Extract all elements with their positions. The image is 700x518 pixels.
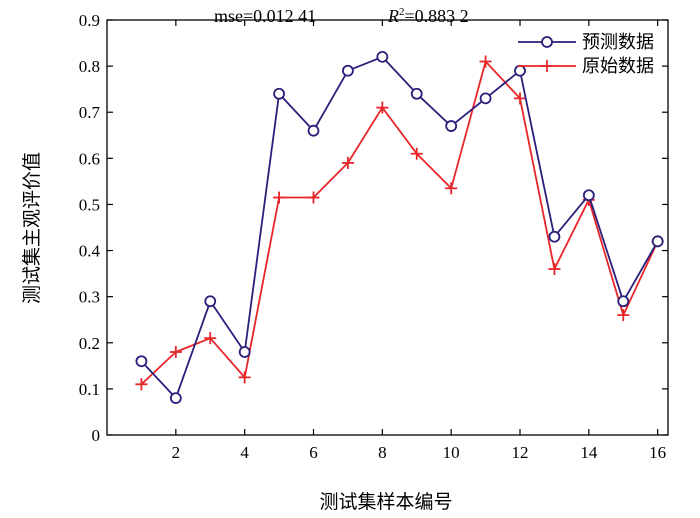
legend-label-predicted: 预测数据 [582, 32, 654, 53]
data-point [376, 101, 389, 114]
y-tick-label: 0.6 [79, 149, 100, 168]
x-tick-label: 2 [172, 443, 181, 462]
series-original [135, 55, 664, 391]
annotation: mse=0.012 41 R2=0.883 2 [214, 6, 469, 26]
x-tick-label: 4 [240, 443, 249, 462]
data-point [479, 55, 492, 68]
plot-frame [106, 19, 669, 436]
data-point [514, 64, 526, 77]
data-point [135, 355, 148, 368]
x-tick-label: 6 [309, 443, 318, 462]
y-tick-label: 0.7 [79, 103, 101, 122]
data-point [445, 182, 458, 195]
data-point [273, 87, 285, 100]
data-point [445, 120, 458, 132]
y-tick-label: 0.4 [79, 242, 101, 261]
data-point [342, 64, 354, 77]
data-point [548, 230, 561, 243]
series-layer [135, 50, 664, 405]
series-predicted [135, 50, 664, 405]
data-point [410, 87, 423, 100]
legend-marker-predicted [541, 36, 553, 48]
data-point [238, 371, 251, 384]
data-point [204, 295, 217, 308]
mse-annotation: mse=0.012 41 [214, 6, 316, 26]
x-tick-label: 8 [378, 443, 387, 462]
y-axis-label: 测试集主观评价值 [21, 152, 43, 304]
y-tick-label: 0.3 [79, 288, 100, 307]
data-point [376, 50, 389, 63]
series-line [140, 60, 659, 385]
y-tick-label: 0.9 [79, 11, 100, 30]
x-tick-label: 10 [443, 443, 460, 462]
legend-label-original: 原始数据 [582, 56, 654, 77]
x-tick-label: 16 [649, 443, 666, 462]
y-tick-label: 0.1 [79, 380, 100, 399]
data-point [204, 332, 217, 345]
data-point [548, 263, 561, 275]
data-point [479, 92, 492, 105]
y-tick-label: 0.2 [79, 334, 100, 353]
data-point [135, 378, 148, 391]
data-point [410, 147, 423, 160]
data-point [307, 124, 320, 137]
data-point [307, 191, 320, 204]
x-axis-label: 测试集样本编号 [319, 491, 452, 513]
series-line [140, 56, 659, 400]
data-point [273, 191, 286, 204]
data-point [651, 235, 664, 248]
data-point [514, 92, 527, 105]
data-point [617, 295, 630, 308]
x-tick-label: 14 [580, 443, 598, 462]
x-tick-label: 12 [512, 443, 529, 462]
data-point [169, 392, 182, 405]
data-point [582, 189, 595, 202]
y-tick-label: 0.5 [79, 195, 100, 214]
data-point [617, 309, 630, 322]
legend: 预测数据 原始数据 [518, 32, 654, 77]
legend-marker-original [541, 60, 553, 72]
axes: 0 0.1 0.2 0.3 0.4 0.5 0.6 0.7 0.8 0.9 2 4 6 8 10 12 14 16 [79, 11, 668, 462]
r2-annotation: R2=0.883 2 [387, 6, 469, 26]
data-point [341, 156, 354, 169]
data-point [169, 346, 182, 358]
y-tick-label: 0 [92, 426, 101, 445]
y-tick-label: 0.8 [79, 57, 100, 76]
data-point [238, 346, 251, 358]
